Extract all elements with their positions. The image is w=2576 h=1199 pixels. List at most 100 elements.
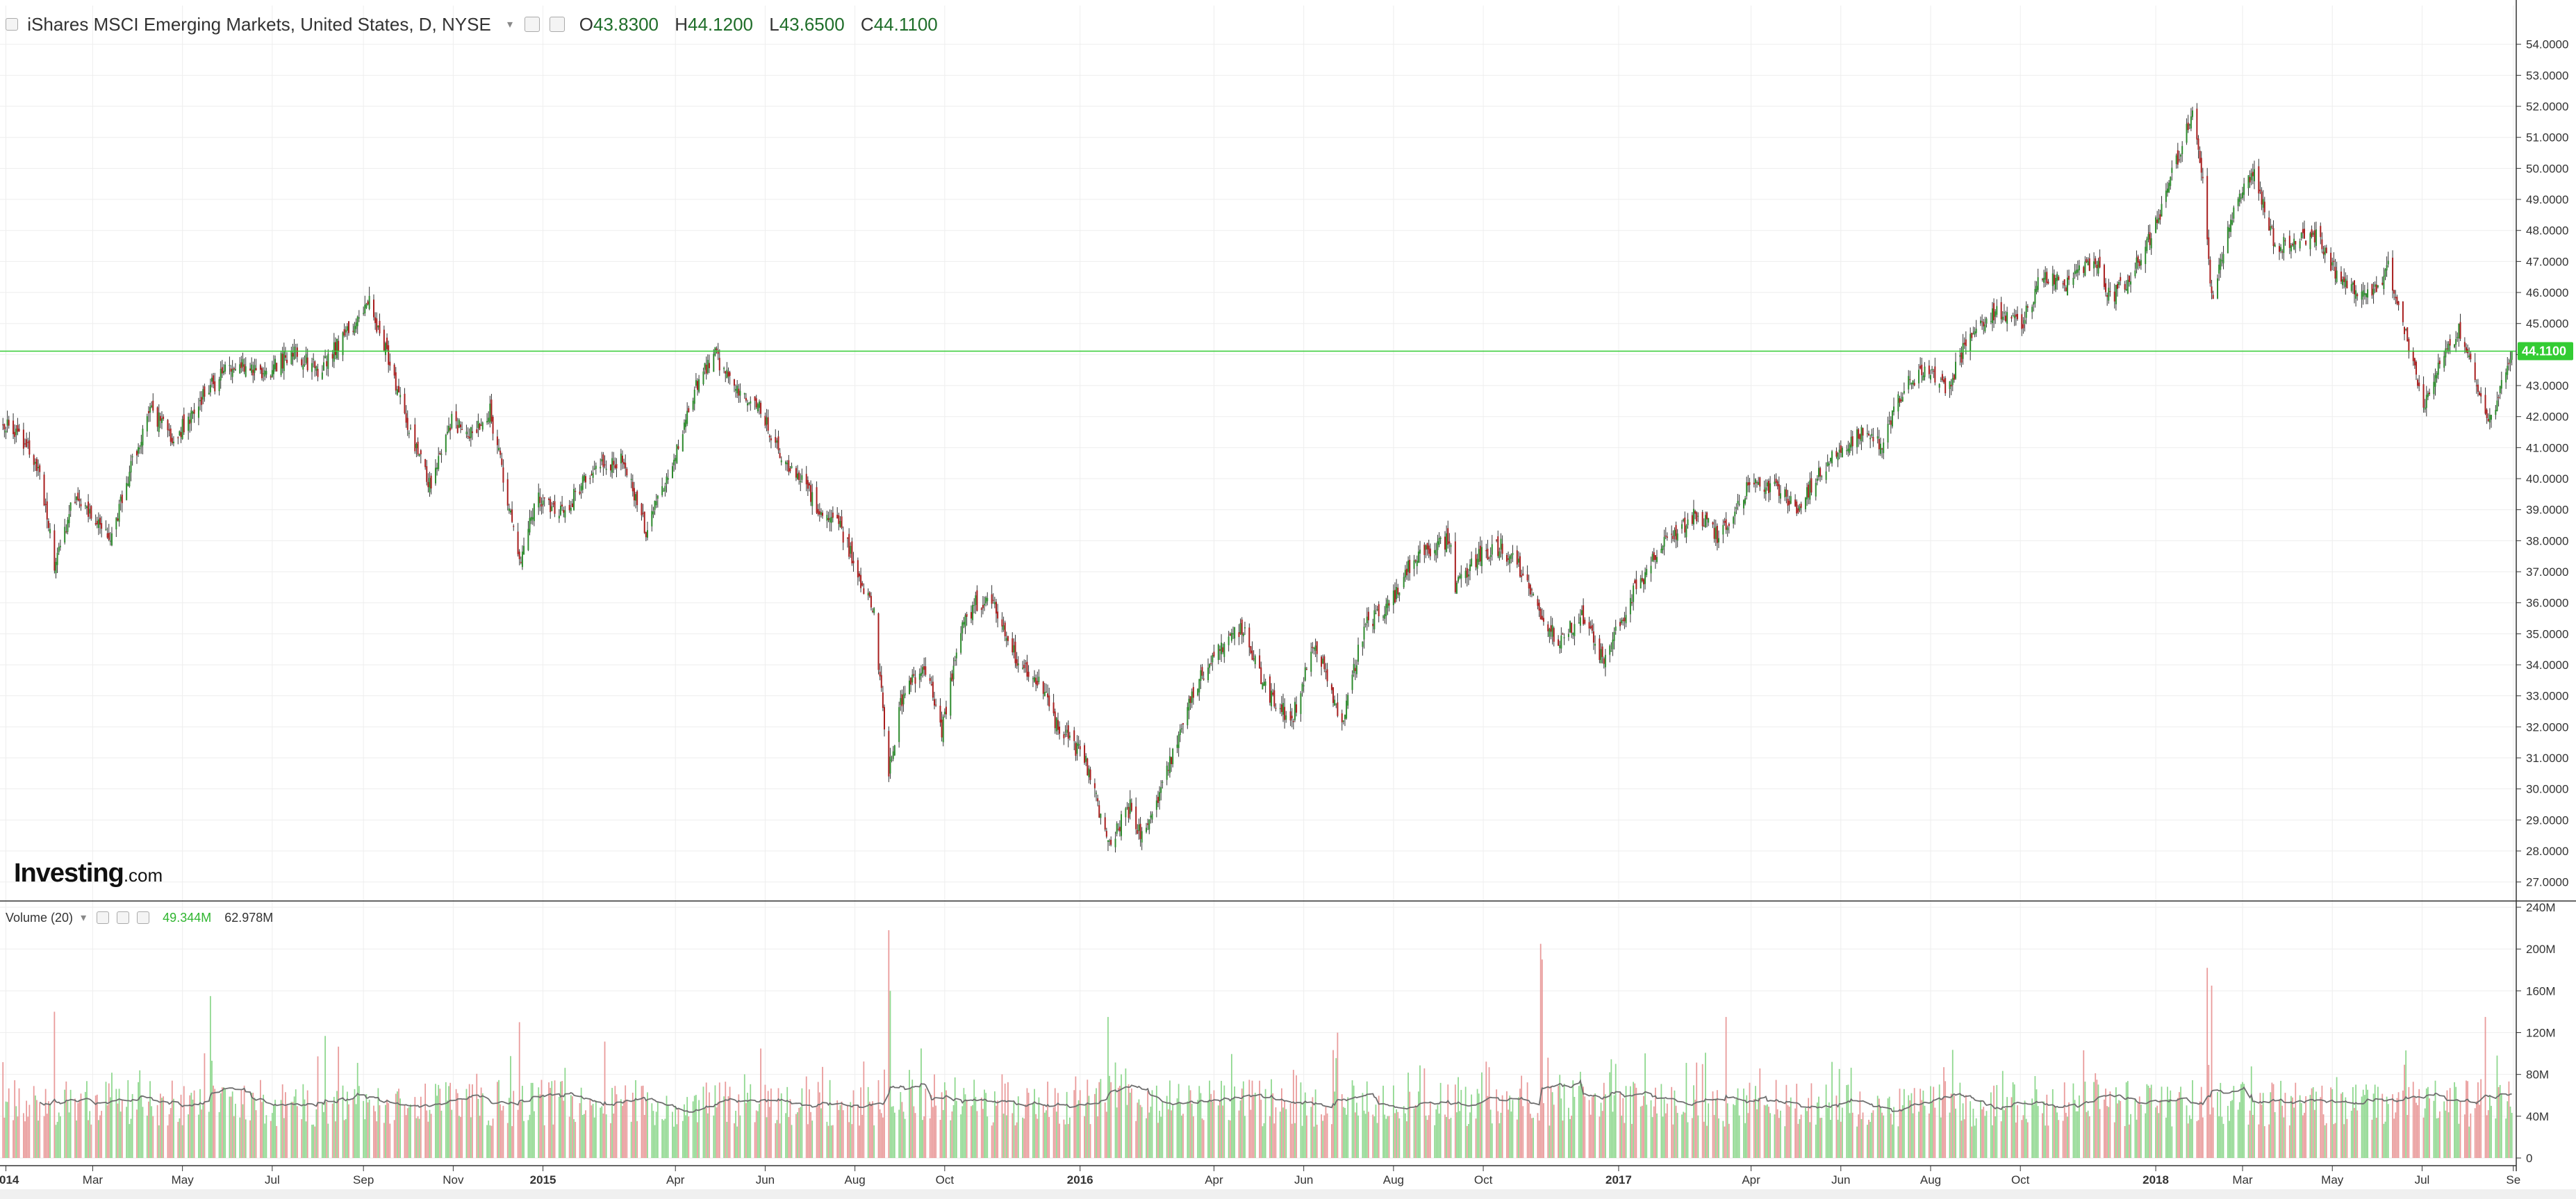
candle-body — [2240, 197, 2242, 199]
candle-body — [415, 443, 418, 449]
candle-body — [1610, 650, 1612, 652]
candle-body — [581, 476, 584, 490]
candle-body — [1928, 365, 1930, 374]
candle-body — [2258, 166, 2260, 194]
candle-body — [67, 520, 69, 532]
candle-body — [1073, 730, 1075, 741]
candle-body — [1891, 410, 1893, 427]
volume-bar — [2302, 1115, 2304, 1158]
candle-body — [480, 424, 482, 426]
hide-icon[interactable] — [117, 911, 130, 925]
candle-body — [2045, 272, 2047, 280]
volume-bar — [199, 1089, 201, 1158]
volume-bar — [914, 1113, 916, 1158]
candle-body — [140, 442, 142, 447]
hide-icon[interactable] — [549, 17, 565, 33]
volume-bar — [1892, 1124, 1893, 1158]
candle-body — [1550, 625, 1552, 632]
volume-bar — [1516, 1119, 1518, 1158]
candle-body — [1794, 499, 1797, 506]
volume-bar — [1488, 1067, 1490, 1158]
volume-bar — [1897, 1126, 1899, 1158]
candle-body — [1510, 554, 1512, 559]
candle-body — [1943, 379, 1945, 383]
volume-bar — [472, 1084, 473, 1158]
volume-bar — [1085, 1103, 1087, 1158]
candle-body — [2136, 257, 2138, 269]
candle-body — [1785, 489, 1787, 497]
volume-bar — [693, 1095, 695, 1158]
candle-body — [2247, 175, 2249, 188]
volume-bar — [2031, 1098, 2033, 1158]
settings-icon[interactable] — [97, 911, 110, 925]
candle-body — [2422, 384, 2425, 408]
candle-body — [1353, 663, 1355, 674]
volume-bar — [513, 1091, 515, 1158]
volume-bar — [2088, 1116, 2090, 1158]
volume-bar — [1993, 1085, 1995, 1158]
volume-bar — [1984, 1116, 1986, 1158]
volume-bar — [1073, 1090, 1075, 1158]
candle-body — [2125, 288, 2127, 291]
volume-bar — [2096, 1080, 2098, 1158]
candle-body — [477, 420, 479, 429]
candle-body — [2474, 362, 2476, 380]
candle-body — [2056, 274, 2058, 281]
candle-body — [1271, 691, 1273, 706]
volume-bar — [1579, 1071, 1581, 1158]
collapse-icon[interactable] — [6, 18, 18, 31]
volume-bar — [2055, 1107, 2056, 1158]
candle-body — [2150, 238, 2152, 249]
volume-bar — [1539, 943, 1542, 1158]
candle-body — [909, 680, 911, 695]
candle-body — [1910, 382, 1913, 385]
volume-bar — [1496, 1089, 1498, 1158]
volume-bar — [1234, 1086, 1236, 1158]
candle-body — [1547, 624, 1549, 631]
volume-bar — [630, 1121, 632, 1158]
volume-bar — [1837, 1119, 1839, 1158]
chevron-down-icon[interactable]: ▾ — [81, 912, 87, 925]
candle-body — [177, 437, 179, 438]
chevron-down-icon[interactable]: ▾ — [507, 19, 513, 31]
volume-bar — [264, 1123, 266, 1158]
candle-body — [513, 526, 515, 527]
candle-body — [2408, 339, 2410, 352]
volume-bar — [65, 1081, 67, 1158]
candle-body — [1475, 554, 1477, 568]
candle-body — [1444, 536, 1446, 550]
volume-bar — [643, 1114, 645, 1158]
candle-body — [1178, 734, 1180, 748]
candle-body — [1868, 433, 1870, 436]
settings-icon[interactable] — [525, 17, 540, 33]
volume-bar — [904, 1118, 906, 1158]
volume-bar — [24, 1121, 26, 1158]
close-icon[interactable] — [137, 911, 150, 925]
candle-body — [1530, 589, 1533, 590]
volume-bar — [1726, 1103, 1728, 1158]
volume-bar — [2067, 1116, 2068, 1158]
candle-body — [2281, 251, 2284, 253]
candle-body — [445, 435, 447, 452]
candle-body — [2063, 279, 2065, 286]
candle-body — [1027, 672, 1030, 677]
candle-body — [1413, 560, 1415, 569]
volume-bar — [698, 1100, 700, 1158]
volume-bar — [358, 1086, 360, 1158]
volume-bar — [686, 1097, 688, 1158]
candle-body — [2093, 261, 2095, 269]
volume-bar — [1167, 1109, 1169, 1158]
volume-bar — [1900, 1109, 1902, 1158]
volume-bar — [1856, 1126, 1858, 1158]
volume-bar — [2140, 1105, 2142, 1158]
volume-bar — [2068, 1102, 2070, 1158]
volume-bar — [1796, 1084, 1798, 1158]
candle-body — [718, 358, 720, 371]
time-tick-label: Apr — [1205, 1173, 1223, 1186]
candle-body — [2283, 237, 2285, 254]
candle-body — [2199, 151, 2201, 163]
volume-bar — [1763, 1105, 1765, 1158]
candle-body — [481, 422, 484, 430]
volume-bar — [1192, 1116, 1194, 1158]
